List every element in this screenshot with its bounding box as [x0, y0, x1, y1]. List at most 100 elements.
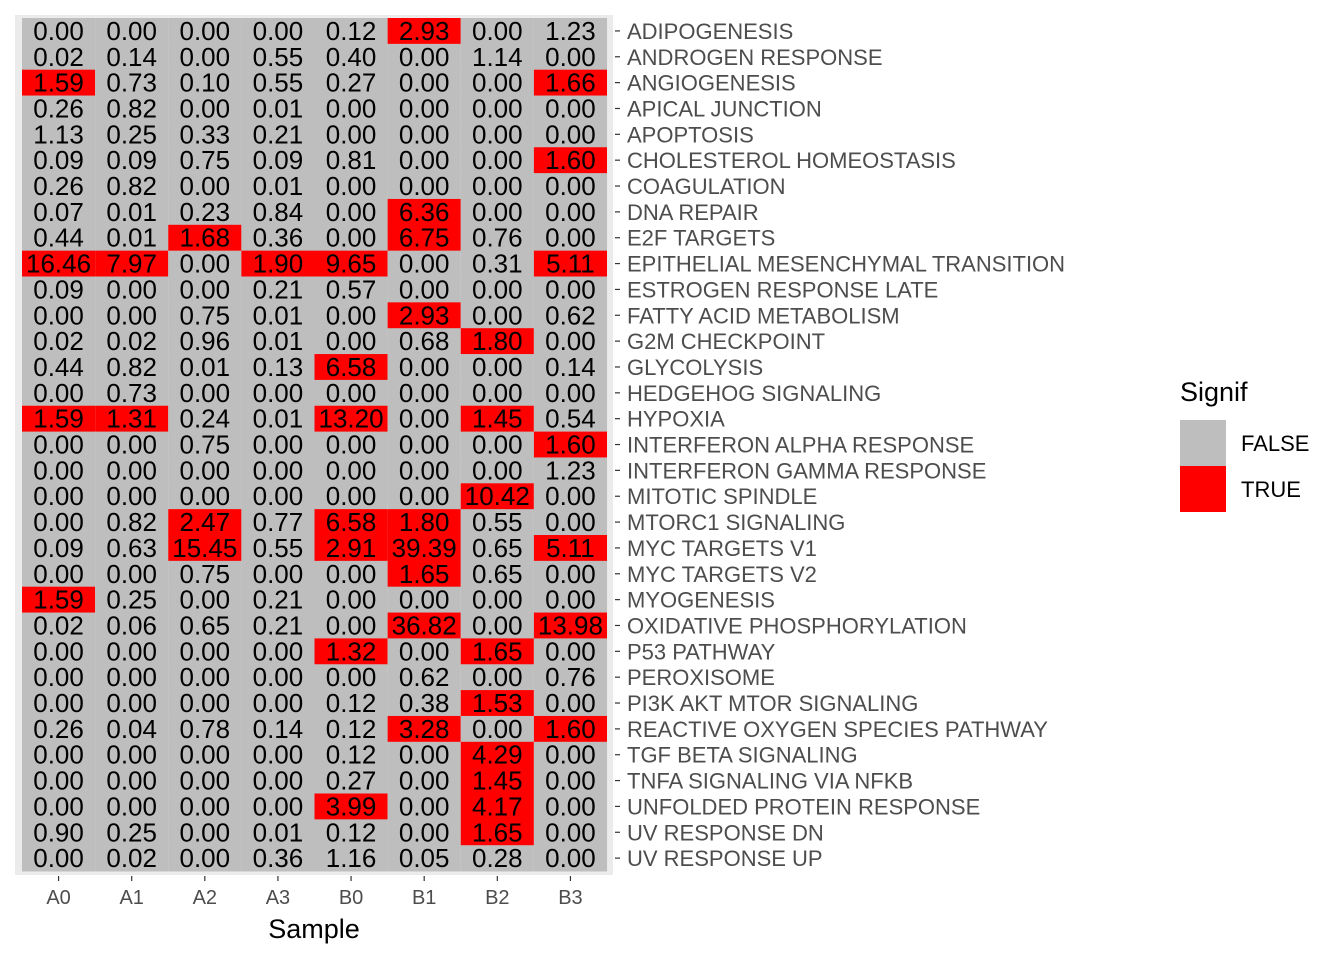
cell-value-label: 0.00 — [399, 636, 450, 666]
cell-value-label: 0.00 — [326, 585, 377, 615]
heatmap-cell — [168, 147, 242, 174]
cell-value-label: 0.00 — [472, 171, 523, 201]
heatmap-cell — [533, 173, 608, 200]
heatmap-cell — [314, 354, 388, 381]
cell-value-label: 0.00 — [399, 42, 450, 72]
heatmap-cell — [168, 560, 242, 588]
heatmap-cell — [533, 379, 608, 407]
cell-value-label: 0.00 — [399, 274, 450, 304]
heatmap-cell — [533, 741, 608, 769]
cell-value-label: 0.00 — [33, 559, 84, 589]
cell-value-label: 0.77 — [253, 507, 304, 537]
heatmap-cell — [533, 431, 608, 458]
heatmap-cell — [533, 845, 608, 872]
heatmap-cell — [533, 276, 608, 303]
heatmap-cell — [387, 560, 461, 588]
cell-value-label: 0.57 — [326, 274, 377, 304]
heatmap-cell — [241, 379, 315, 407]
cell-value-label: 1.23 — [545, 455, 596, 485]
cell-value-label: 0.00 — [399, 68, 450, 98]
cell-value-label: 6.58 — [326, 507, 377, 537]
heatmap-cell — [460, 224, 534, 252]
heatmap-cell — [533, 147, 608, 174]
row-label: UV RESPONSE UP — [627, 846, 823, 871]
heatmap-cell — [241, 560, 315, 588]
heatmap-cell — [460, 302, 534, 329]
heatmap-cell — [460, 612, 534, 639]
cell-value-label: 0.21 — [253, 274, 304, 304]
heatmap-cell — [241, 715, 315, 743]
cell-value-label: 0.00 — [545, 636, 596, 666]
heatmap-cell — [241, 457, 315, 484]
cell-value-label: 0.05 — [399, 843, 450, 873]
heatmap-cell — [460, 586, 534, 613]
heatmap-cell — [387, 767, 461, 794]
heatmap-cell — [314, 431, 388, 458]
cell-value-label: 0.06 — [106, 610, 157, 640]
heatmap-cell — [22, 173, 96, 200]
heatmap-cell — [95, 224, 169, 252]
cell-value-label: 0.00 — [399, 145, 450, 175]
heatmap-cell — [314, 250, 388, 277]
cell-value-label: 0.01 — [253, 171, 304, 201]
heatmap-cell — [22, 250, 96, 277]
cell-value-label: 0.00 — [253, 688, 304, 718]
heatmap-cell — [387, 405, 461, 432]
row-label: UNFOLDED PROTEIN RESPONSE — [627, 794, 980, 819]
column-label: B1 — [412, 887, 436, 909]
row-label: TGF BETA SIGNALING — [627, 743, 858, 768]
heatmap-cell — [460, 483, 534, 510]
cell-value-label: 0.62 — [545, 300, 596, 330]
cell-value-label: 0.00 — [326, 378, 377, 408]
cell-value-label: 0.00 — [180, 42, 231, 72]
heatmap-cell — [387, 715, 461, 743]
heatmap-cell — [387, 690, 461, 717]
heatmap-cell — [314, 483, 388, 510]
heatmap-cell — [168, 612, 242, 639]
cell-value-label: 0.12 — [326, 714, 377, 744]
heatmap-cell — [460, 405, 534, 432]
cell-value-label: 4.29 — [472, 740, 523, 770]
column-label: A3 — [266, 887, 290, 909]
heatmap-cell — [460, 638, 534, 665]
cell-value-label: 0.00 — [545, 766, 596, 796]
heatmap-cell — [387, 224, 461, 252]
cell-value-label: 0.21 — [253, 119, 304, 149]
cell-value-label: 0.00 — [399, 430, 450, 460]
cell-value-label: 0.00 — [33, 740, 84, 770]
heatmap-cell — [314, 845, 388, 872]
legend-label-false: FALSE — [1241, 431, 1309, 456]
heatmap-cell — [241, 276, 315, 303]
cell-value-label: 0.68 — [399, 326, 450, 356]
heatmap-cell — [22, 535, 96, 562]
cell-value-label: 0.00 — [106, 455, 157, 485]
cell-value-label: 0.00 — [253, 662, 304, 692]
cell-value-label: 1.65 — [472, 817, 523, 847]
heatmap-cell — [168, 302, 242, 329]
cell-value-label: 1.60 — [545, 714, 596, 744]
heatmap-cell — [95, 483, 169, 510]
heatmap-cell — [95, 509, 169, 536]
cell-value-label: 0.00 — [472, 274, 523, 304]
heatmap-cell — [387, 95, 461, 122]
heatmap-cell — [22, 379, 96, 407]
heatmap-cell — [314, 664, 388, 691]
cell-value-label: 0.00 — [472, 145, 523, 175]
heatmap-cell — [314, 121, 388, 148]
cell-value-label: 0.00 — [180, 171, 231, 201]
cell-value-label: 0.33 — [180, 119, 231, 149]
heatmap-cell — [95, 43, 169, 71]
heatmap-cell — [22, 95, 96, 122]
row-label: CHOLESTEROL HOMEOSTASIS — [627, 148, 956, 173]
cell-value-label: 0.24 — [180, 404, 231, 434]
heatmap-cell — [95, 715, 169, 743]
cell-value-label: 0.00 — [399, 378, 450, 408]
heatmap-cell — [241, 638, 315, 665]
cell-value-label: 0.27 — [326, 68, 377, 98]
heatmap-cell — [533, 405, 608, 432]
heatmap-cell — [95, 535, 169, 562]
cell-value-label: 0.10 — [180, 68, 231, 98]
heatmap-cell — [95, 121, 169, 148]
heatmap-cell — [241, 302, 315, 329]
cell-value-label: 0.00 — [545, 688, 596, 718]
